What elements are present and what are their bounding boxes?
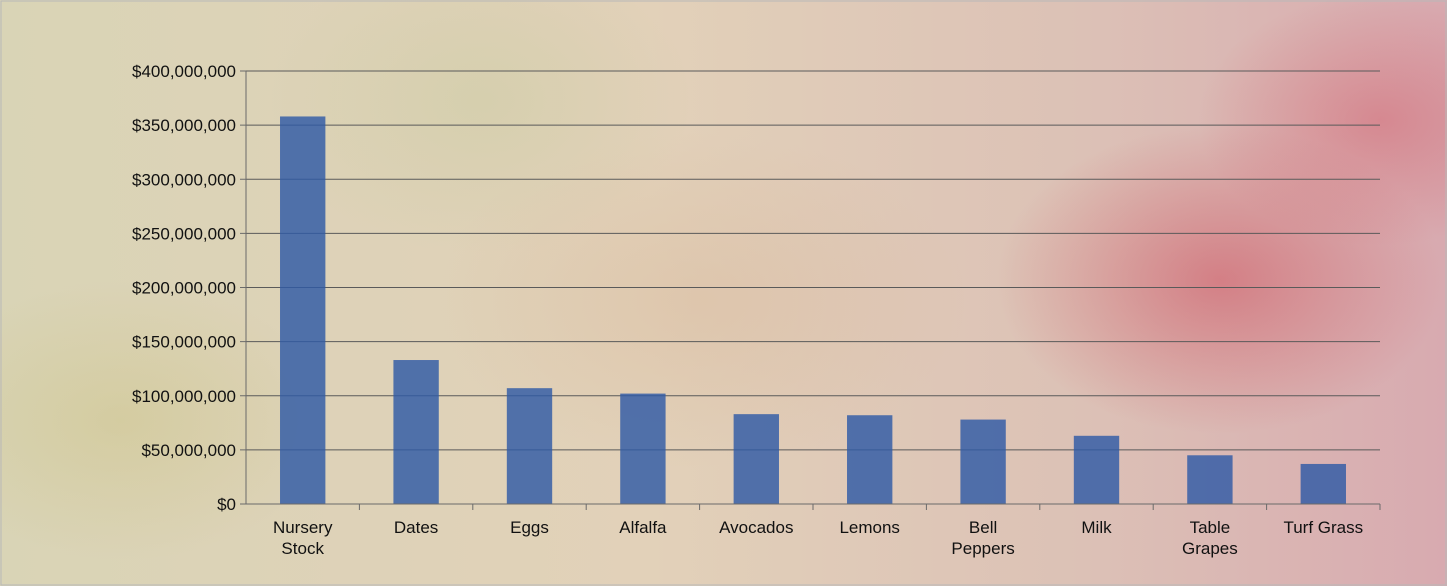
- x-tick-label-line: Nursery: [273, 518, 333, 537]
- y-tick-labels: $0 $50,000,000 $100,000,000 $150,000,000 $20…: [132, 62, 236, 514]
- y-tick-label: $300,000,000: [132, 170, 236, 189]
- x-tick-label-line: Stock: [281, 539, 324, 558]
- x-tick-label: Dates: [394, 518, 438, 537]
- x-tick-label-line: Eggs: [510, 518, 549, 537]
- bar: [280, 116, 326, 504]
- bar: [847, 415, 893, 504]
- x-tick-label: Lemons: [839, 518, 899, 537]
- x-tick-label: Milk: [1081, 518, 1112, 537]
- bar: [733, 414, 779, 504]
- x-tick-label: Eggs: [510, 518, 549, 537]
- y-tick-label: $350,000,000: [132, 116, 236, 135]
- x-tick-label-line: Alfalfa: [619, 518, 667, 537]
- y-tick-label: $250,000,000: [132, 224, 236, 243]
- axes: [240, 70, 1381, 510]
- x-tick-label-line: Turf Grass: [1283, 518, 1363, 537]
- bar: [506, 388, 553, 504]
- gridlines: [246, 70, 1380, 451]
- y-tick-label: $100,000,000: [132, 387, 236, 406]
- x-tick-label-line: Avocados: [719, 518, 793, 537]
- x-tick-label-line: Lemons: [839, 518, 899, 537]
- x-tick-label: Bell Peppers: [951, 518, 1014, 558]
- y-tick-label: $50,000,000: [141, 441, 236, 460]
- x-tick-label-line: Milk: [1081, 518, 1112, 537]
- bar: [1300, 463, 1346, 504]
- bars: [280, 116, 1346, 504]
- x-tick-label-line: Bell: [969, 518, 997, 537]
- x-tick-label: Turf Grass: [1283, 518, 1363, 537]
- x-tick-label: Table Grapes: [1182, 518, 1238, 558]
- bar: [1187, 455, 1233, 504]
- bar: [393, 360, 439, 504]
- x-tick-label-line: Grapes: [1182, 539, 1238, 558]
- x-tick-label: Avocados: [719, 518, 793, 537]
- x-tick-label: Alfalfa: [619, 518, 667, 537]
- x-tick-label-line: Dates: [394, 518, 438, 537]
- x-tick-label-line: Peppers: [951, 539, 1014, 558]
- y-tick-label: $0: [217, 495, 236, 514]
- x-tick-labels: Nursery Stock Dates Eggs Alfalfa Avocados Lemo…: [273, 518, 1363, 558]
- y-tick-label: $400,000,000: [132, 62, 236, 81]
- x-tick-label-line: Table: [1190, 518, 1231, 537]
- bar: [1073, 435, 1120, 504]
- y-tick-label: $150,000,000: [132, 333, 236, 352]
- bar: [960, 419, 1006, 504]
- y-tick-label: $200,000,000: [132, 279, 236, 298]
- x-tick-label: Nursery Stock: [273, 518, 333, 558]
- bar: [620, 393, 666, 504]
